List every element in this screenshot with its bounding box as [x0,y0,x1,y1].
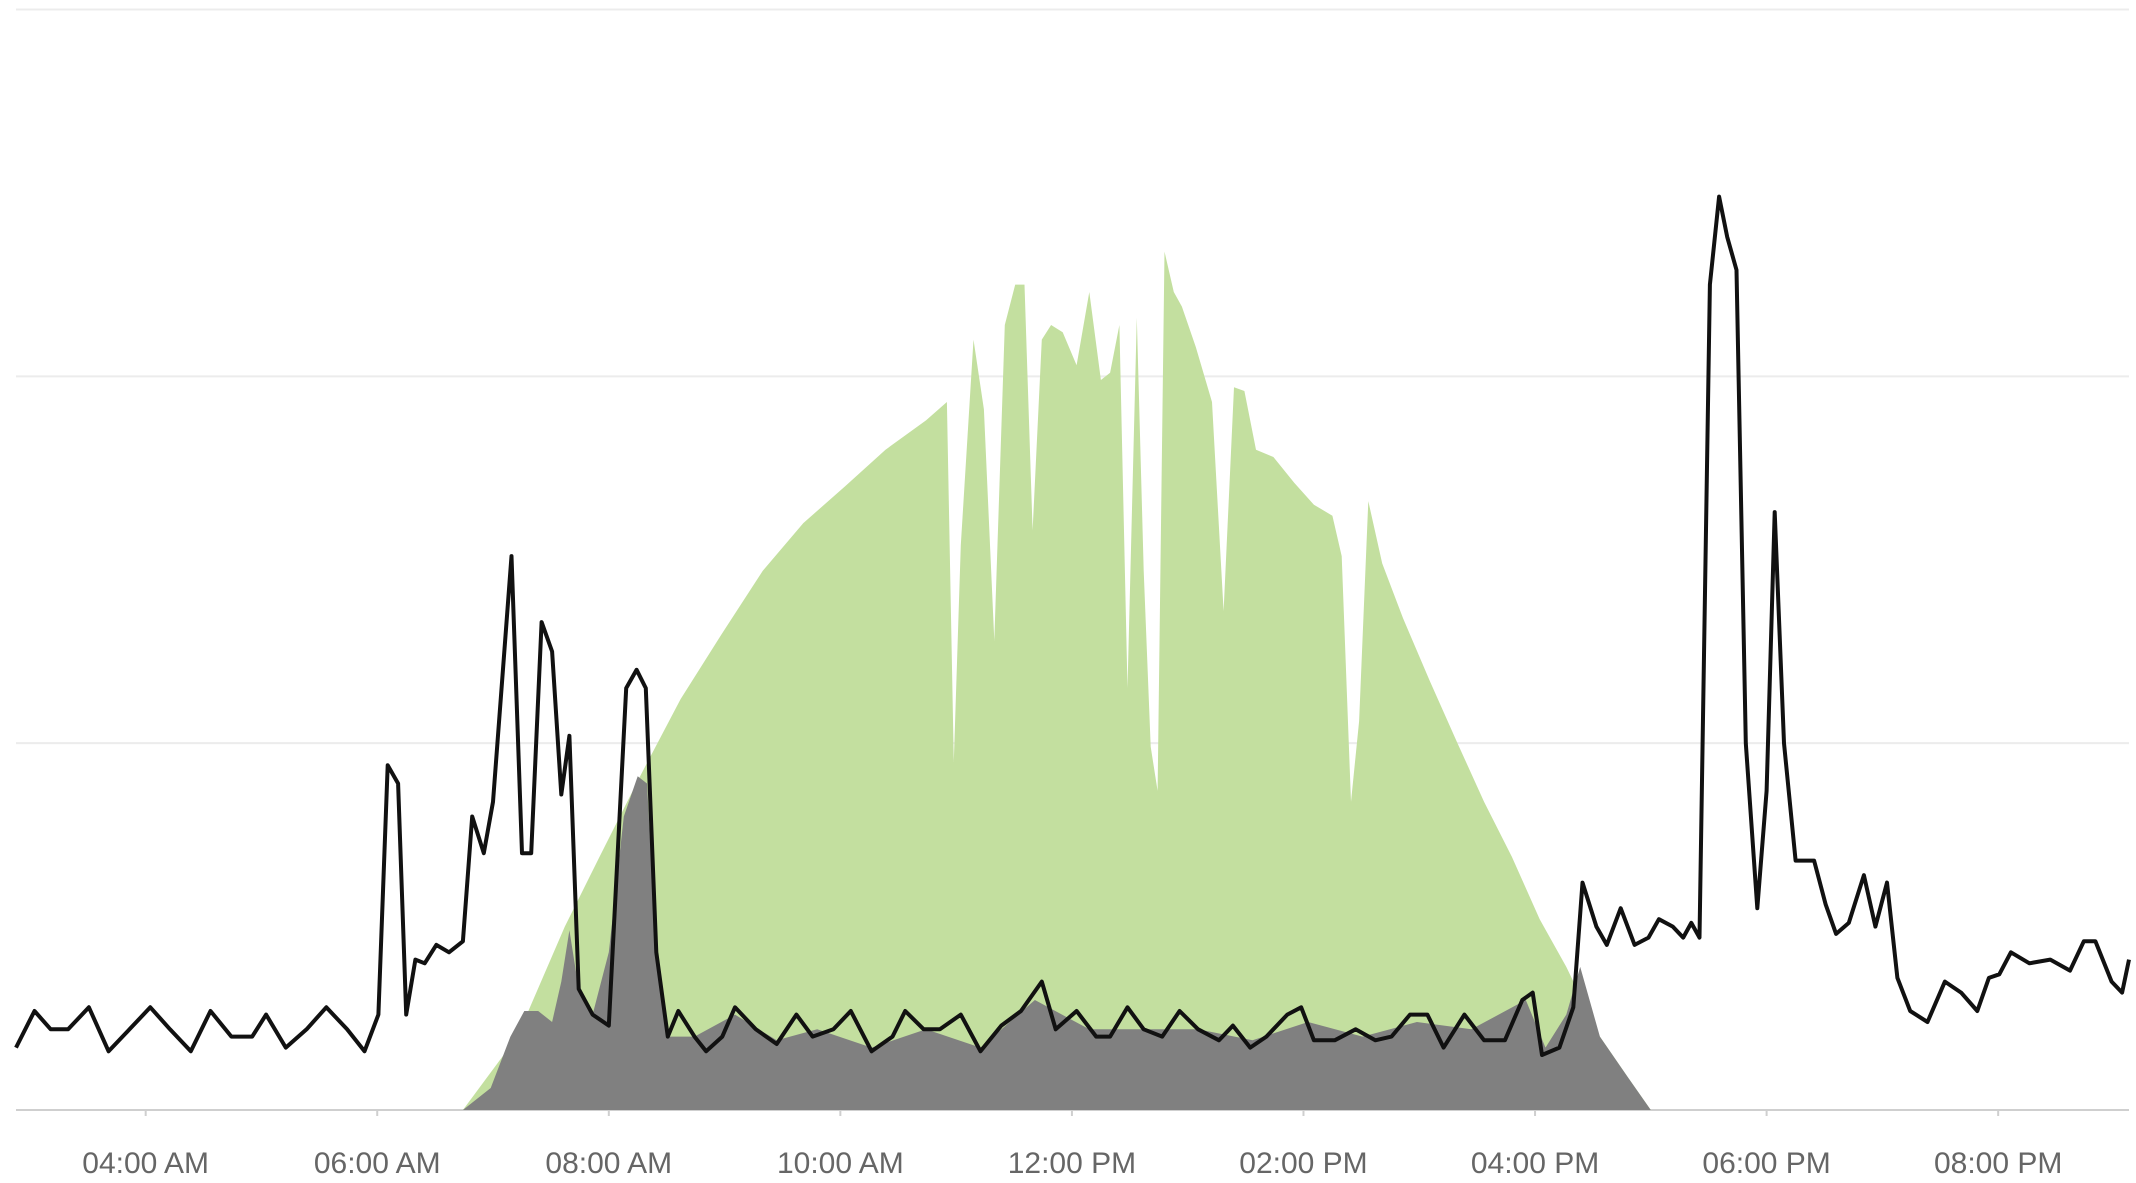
x-tick-label: 02:00 PM [1239,1147,1367,1180]
line [14,194,2131,1057]
x-tick-label: 08:00 PM [1934,1147,2062,1180]
x-tick-label: 10:00 AM [777,1147,904,1180]
area [462,251,1651,1111]
area [462,776,1651,1110]
x-tick-label: 08:00 AM [545,1147,672,1180]
x-tick-label: 12:00 PM [1008,1147,1136,1180]
x-tick-label: 04:00 AM [82,1147,209,1180]
x-tick-label: 04:00 PM [1471,1147,1599,1180]
x-tick-label: 06:00 PM [1702,1147,1830,1180]
x-tick-label: 06:00 AM [314,1147,441,1180]
